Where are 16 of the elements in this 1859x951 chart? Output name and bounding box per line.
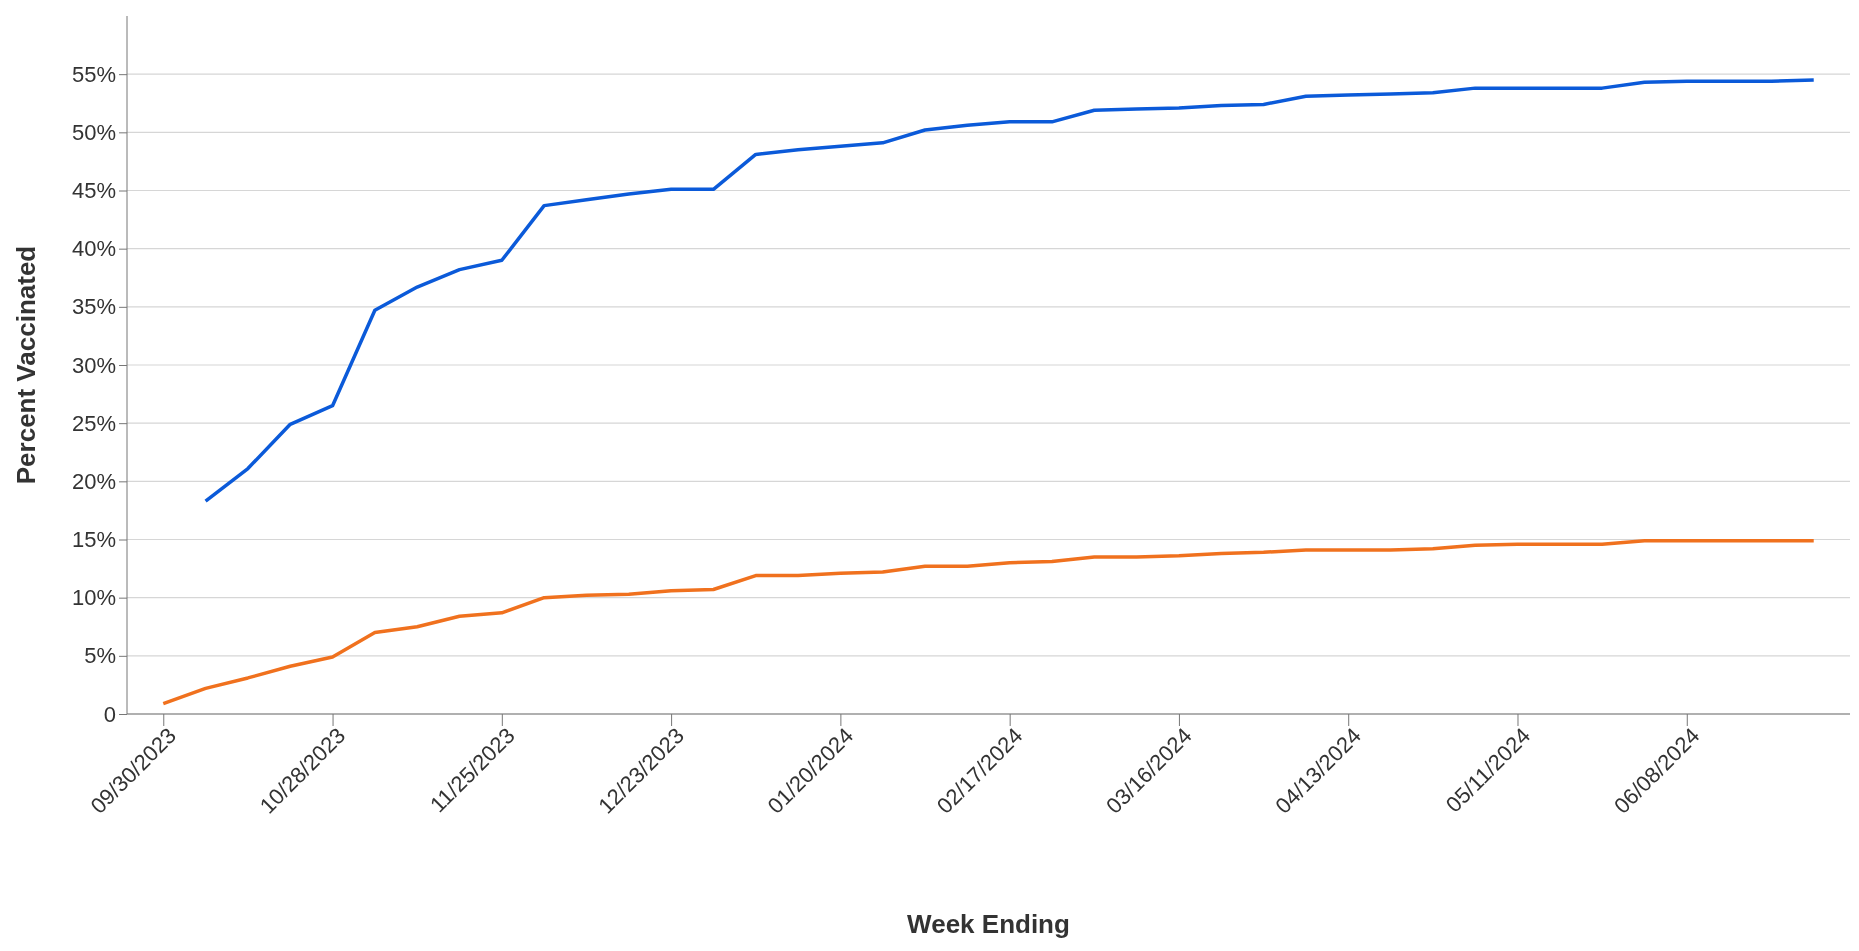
y-tick-label: 0 xyxy=(103,701,116,727)
x-axis-title: Week Ending xyxy=(907,909,1070,939)
y-tick-label: 40% xyxy=(71,236,116,262)
y-tick-label: 5% xyxy=(84,643,116,669)
y-tick-label: 25% xyxy=(71,410,116,436)
y-tick-label: 15% xyxy=(71,527,116,553)
y-tick-label: 50% xyxy=(71,119,116,145)
y-tick-label: 35% xyxy=(71,294,116,320)
line-series xyxy=(161,538,1816,706)
line-series xyxy=(203,78,1816,503)
y-axis-title: Percent Vaccinated xyxy=(11,245,41,485)
y-tick-label: 55% xyxy=(71,61,116,87)
y-tick-label: 30% xyxy=(71,352,116,378)
y-tick-label: 20% xyxy=(71,468,116,494)
y-tick-label: 45% xyxy=(71,178,116,204)
y-tick-label: 10% xyxy=(71,585,116,611)
